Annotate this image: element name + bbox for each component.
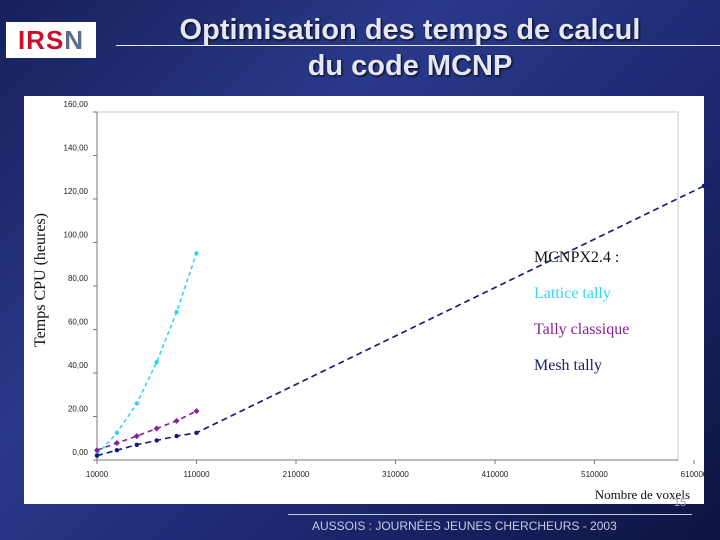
data-point [133,433,140,440]
x-tick-label: 310000 [382,470,409,479]
series-line-2 [96,180,720,457]
page-number: 15 [674,497,687,509]
data-point [134,401,139,406]
y-tick-label: 160,00 [64,100,89,109]
data-point [134,442,139,447]
data-point [94,447,100,454]
x-tick-label: 110000 [183,470,210,479]
slide-title: Optimisation des temps de calcul du code… [110,12,710,84]
legend-entry: Lattice tally [534,285,611,302]
y-tick-label: 0,00 [72,448,88,457]
data-point [113,440,120,447]
legend-title: MCNPX2.4 : [534,249,619,266]
legend-entry: Mesh tally [534,357,602,374]
data-point [194,251,199,256]
data-point [94,453,100,458]
title-line-2: du code MCNP [307,50,513,82]
x-tick-label: 410000 [482,470,509,479]
title-line-1: Optimisation des temps de calcul [179,14,641,46]
data-point [194,430,199,436]
irsn-logo: IRS N [6,22,96,58]
y-tick-label: 20,00 [68,405,89,414]
data-point [173,417,180,424]
data-point [114,448,120,453]
footer-rule [288,514,692,515]
series-line-0 [96,253,198,456]
logo-text: IRS [17,24,65,55]
x-axis-label: Nombre de voxels [595,487,690,502]
y-tick-label: 60,00 [68,318,89,327]
series-line-1 [96,410,197,451]
x-tick-label: 610000 [681,470,708,479]
y-tick-label: 140,00 [64,144,89,153]
data-point [193,408,200,415]
title-underline [116,45,720,46]
logo-letter-n: N [64,24,85,55]
x-tick-label: 10000 [86,470,109,479]
data-point [701,183,707,189]
y-tick-label: 100,00 [64,231,89,240]
y-tick-label: 40,00 [68,361,89,370]
x-tick-label: 510000 [581,470,608,479]
footer-text: AUSSOIS : JOURNÉES JEUNES CHERCHEURS - 2… [312,519,617,533]
data-point [174,433,179,439]
data-point [174,309,179,315]
data-point [154,359,159,365]
y-axis-label: Temps CPU (heures) [32,213,49,347]
data-point [114,430,120,436]
data-point [154,438,159,443]
y-tick-label: 120,00 [64,187,89,196]
legend-entry: Tally classique [534,321,629,338]
y-tick-label: 80,00 [68,274,89,283]
data-point [153,425,160,432]
x-tick-label: 210000 [283,470,310,479]
